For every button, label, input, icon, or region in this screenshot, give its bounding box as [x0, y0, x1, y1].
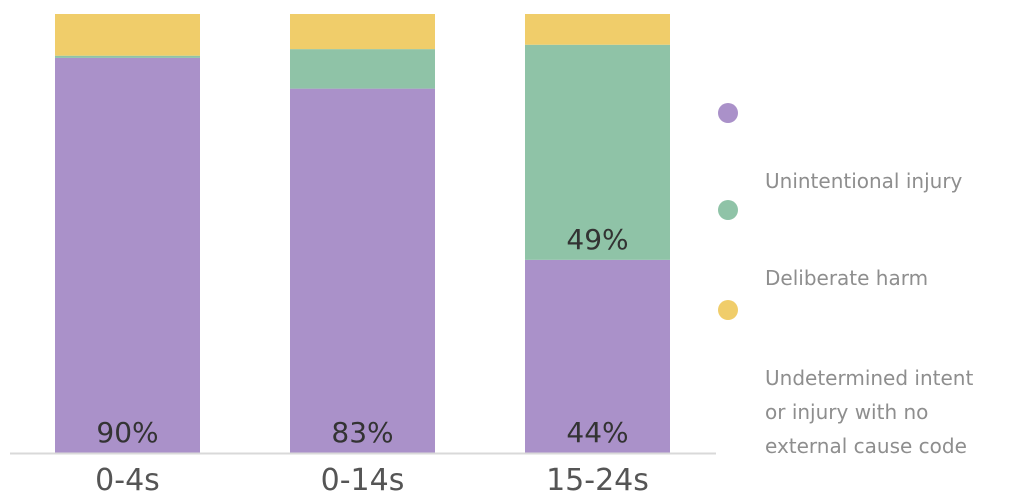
- category-label-15-24s: 15-24s: [546, 463, 649, 498]
- category-label-0-4s: 0-4s: [95, 463, 160, 498]
- bar-segment-0-14s-1: [290, 49, 435, 89]
- legend-swatch-deliberate: [718, 200, 738, 220]
- legend-swatch-unintentional: [718, 103, 738, 123]
- legend-item-unintentional: Unintentional injury: [718, 96, 962, 198]
- bar-segment-0-4s-1: [55, 55, 200, 58]
- value-label-0-14s-0: 83%: [331, 416, 393, 449]
- legend-label-deliberate: Deliberate harm: [765, 266, 929, 290]
- legend-label-unintentional: Unintentional injury: [765, 169, 963, 193]
- bar-segment-0-14s-0: [290, 88, 435, 453]
- bar-segment-0-14s-2: [290, 14, 435, 50]
- bar-segment-0-4s-2: [55, 14, 200, 56]
- value-label-15-24s-1: 49%: [566, 223, 628, 256]
- value-label-15-24s-0: 44%: [566, 416, 628, 449]
- value-labels-group: 90% 83% 44% 49%: [96, 223, 628, 449]
- bar-segment-0-4s-0: [55, 57, 200, 454]
- value-label-0-4s-0: 90%: [96, 416, 158, 449]
- legend-item-undetermined: Undetermined intent or injury with no ex…: [718, 293, 973, 463]
- legend-item-deliberate: Deliberate harm: [718, 193, 928, 295]
- category-labels-group: 0-4s 0-14s 15-24s: [95, 463, 649, 498]
- bar-segment-15-24s-0: [525, 259, 670, 453]
- category-label-0-14s: 0-14s: [321, 463, 405, 498]
- bars-group: [55, 14, 670, 454]
- bar-segment-15-24s-1: [525, 44, 670, 260]
- bar-segment-15-24s-2: [525, 14, 670, 45]
- legend-swatch-undetermined: [718, 300, 738, 320]
- legend-label-undetermined: Undetermined intent or injury with no ex…: [765, 366, 974, 458]
